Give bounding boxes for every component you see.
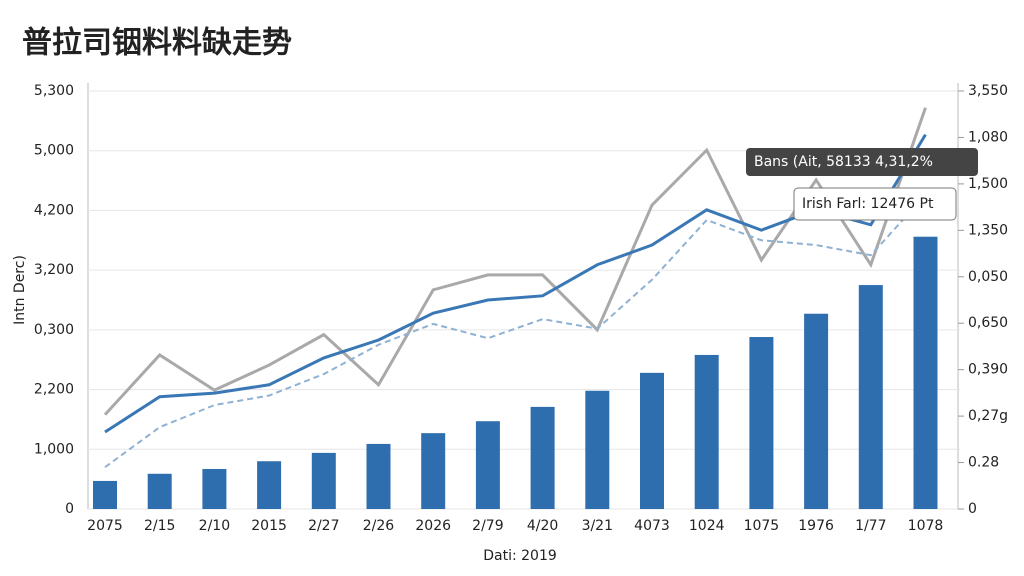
y-tick-label: 0,300 <box>34 322 74 338</box>
bar <box>858 285 883 509</box>
y2-tick-label: 0.28 <box>968 455 999 471</box>
line <box>104 133 927 434</box>
y2-tick-label: 0,390 <box>968 362 1008 378</box>
y-tick-label: 3,200 <box>34 262 74 278</box>
y-tick-label: 5,300 <box>34 83 74 99</box>
tooltip-box <box>793 187 957 221</box>
x-tick-label: 2/26 <box>363 518 395 534</box>
x-tick-label: 2075 <box>87 518 123 534</box>
x-axis-label: Dati: 2019 <box>483 548 557 564</box>
y-tick-label: 2,200 <box>34 382 74 398</box>
bar <box>749 337 774 509</box>
x-tick-label: 1/77 <box>855 518 886 534</box>
x-tick-label: 1976 <box>798 518 834 534</box>
y2-tick-label: 1,080 <box>968 129 1008 145</box>
line <box>104 194 927 469</box>
x-tick-label: 3/21 <box>582 518 613 534</box>
y2-tick-label: 0,27g <box>968 408 1008 424</box>
y2-tick-label: 3,550 <box>968 83 1008 99</box>
bar <box>202 468 227 509</box>
y2-tick-label: 0,050 <box>968 269 1008 285</box>
bar <box>93 480 117 509</box>
y2-tick-label: 1,500 <box>968 176 1008 192</box>
x-tick-label: 2/10 <box>199 518 230 534</box>
bar <box>311 452 336 509</box>
y-tick-label: 5,000 <box>34 143 74 159</box>
bar <box>530 406 555 509</box>
bar <box>694 354 719 509</box>
tooltip-text: Bans (Ait, 58133 4,31,2% <box>754 154 933 170</box>
y2-tick-label: 1,350 <box>968 222 1008 238</box>
x-tick-label: 4/20 <box>527 518 558 534</box>
tooltip: Bans (Ait, 58133 4,31,2% <box>746 148 978 176</box>
x-tick-label: 4073 <box>634 518 670 534</box>
y-axis-label: Intn Derc) <box>12 255 28 325</box>
x-tick-label: 2/27 <box>308 518 339 534</box>
y-tick-label: 0 <box>65 501 74 517</box>
x-tick-label: 2026 <box>415 518 451 534</box>
bar <box>585 390 610 509</box>
x-tick-label: 1024 <box>689 518 725 534</box>
bar <box>147 473 172 509</box>
bar <box>804 313 829 509</box>
x-tick-label: 2/79 <box>472 518 503 534</box>
tooltip: Irish Farl: 12476 Pt <box>793 187 957 221</box>
tooltip-box <box>746 148 978 176</box>
y-tick-label: 4,200 <box>34 202 74 218</box>
bar <box>366 443 391 509</box>
bar <box>640 372 664 509</box>
y-tick-label: 1,000 <box>34 441 74 457</box>
y2-tick-label: 0 <box>968 501 977 517</box>
bar <box>913 236 938 509</box>
x-tick-label: 1075 <box>744 518 780 534</box>
y2-tick-label: 0,650 <box>968 315 1008 331</box>
bar <box>475 421 500 509</box>
x-tick-label: 1078 <box>908 518 944 534</box>
x-tick-label: 2015 <box>251 518 287 534</box>
bar <box>421 433 446 509</box>
x-tick-label: 2/15 <box>144 518 175 534</box>
tooltip-text: Irish Farl: 12476 Pt <box>802 196 934 212</box>
chart-title: 普拉司铟料料缺走势 <box>22 26 292 61</box>
bar <box>257 461 282 509</box>
